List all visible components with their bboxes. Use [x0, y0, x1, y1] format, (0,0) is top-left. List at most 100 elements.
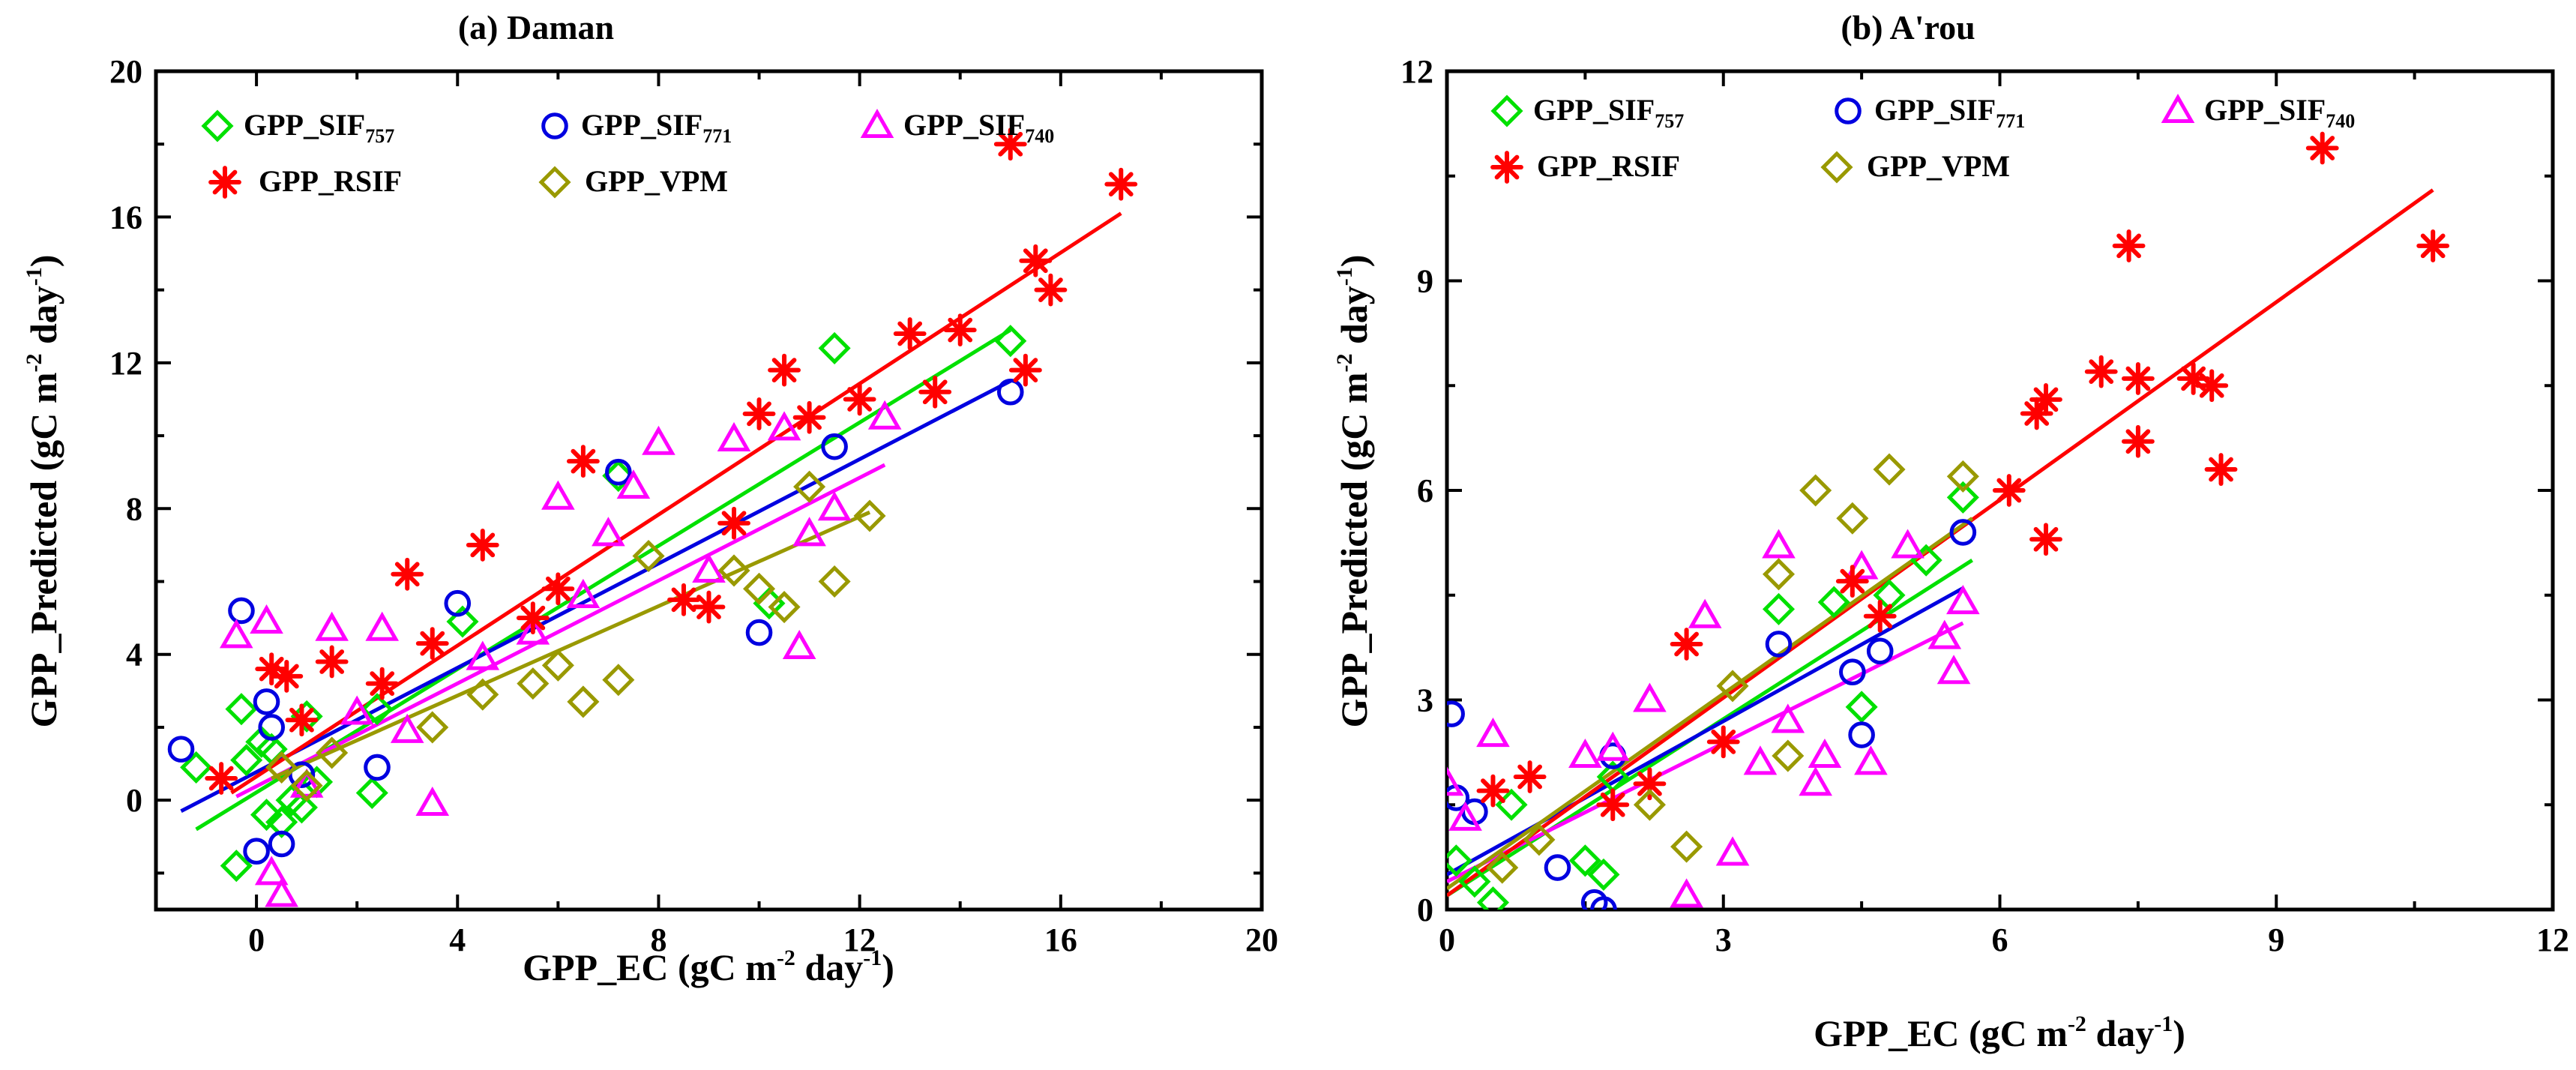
legend-marker — [538, 166, 571, 199]
point-gpp-rsif — [255, 652, 289, 686]
point-gpp-vpm — [1946, 460, 1979, 493]
point-gpp-rsif — [993, 127, 1027, 161]
point-gpp-sif-757 — [1762, 592, 1796, 625]
point-gpp-sif-771 — [1839, 658, 1866, 686]
point-gpp-sif-757 — [355, 776, 388, 809]
point-gpp-sif-740 — [289, 768, 324, 798]
point-gpp-sif-740 — [466, 640, 500, 670]
point-gpp-rsif — [792, 400, 826, 434]
legend-label: GPP_RSIF — [259, 164, 402, 198]
point-gpp-vpm — [717, 554, 750, 587]
legend-marker — [541, 112, 568, 139]
point-gpp-rsif — [1706, 725, 1740, 759]
y-tick-label: 9 — [1417, 263, 1433, 300]
x-tick-label: 6 — [1992, 922, 2008, 958]
point-gpp-rsif — [1835, 565, 1869, 598]
point-gpp-sif-757 — [1817, 586, 1850, 619]
point-gpp-sif-757 — [265, 805, 298, 838]
fit-line-gpp-sif-771 — [1447, 586, 1964, 877]
point-gpp-sif-740 — [1762, 529, 1796, 559]
point-gpp-sif-757 — [602, 460, 635, 493]
point-gpp-rsif — [516, 601, 550, 635]
point-gpp-sif-757 — [285, 791, 318, 824]
point-gpp-vpm — [1523, 823, 1556, 856]
x-tick-label: 9 — [2268, 922, 2284, 958]
point-gpp-rsif — [1019, 244, 1053, 277]
point-gpp-rsif — [768, 353, 801, 387]
point-gpp-rsif — [2029, 523, 2062, 556]
point-gpp-sif-740 — [1568, 738, 1602, 769]
point-gpp-vpm — [290, 769, 323, 802]
point-gpp-rsif — [1034, 273, 1068, 307]
fit-line-gpp-sif-740 — [235, 463, 886, 799]
point-gpp-rsif — [1476, 774, 1510, 808]
point-gpp-sif-740 — [592, 517, 625, 547]
point-gpp-sif-740 — [1670, 878, 1703, 908]
point-gpp-sif-771 — [1447, 700, 1465, 727]
panel-a-plot-frame — [154, 69, 1264, 912]
panel-b-ylabel: GPP_Predicted (gC m-2 day-1) — [1332, 255, 1375, 728]
point-gpp-sif-757 — [361, 693, 394, 726]
point-gpp-sif-740 — [1936, 655, 1971, 685]
legend-marker — [2161, 93, 2195, 123]
fit-line-gpp-sif-740 — [1447, 621, 1964, 883]
legend-marker — [1490, 94, 1523, 127]
y-tick-label: 0 — [126, 782, 142, 819]
point-gpp-vpm — [1486, 851, 1519, 884]
point-gpp-sif-740 — [250, 604, 283, 634]
panel-a-xlabel: GPP_EC (gC m-2 day-1) — [523, 946, 894, 988]
point-gpp-sif-740 — [415, 786, 450, 817]
point-gpp-rsif — [667, 583, 700, 616]
x-tick-label: 16 — [1044, 922, 1077, 958]
point-gpp-rsif — [566, 445, 600, 478]
point-gpp-sif-740 — [867, 400, 902, 430]
y-tick-label: 12 — [1400, 53, 1433, 90]
point-gpp-sif-740 — [1743, 745, 1778, 775]
panel-a-points — [167, 127, 1138, 907]
point-gpp-sif-771 — [1544, 854, 1571, 881]
fit-line-gpp-vpm — [1447, 517, 1974, 891]
point-gpp-sif-757 — [446, 605, 479, 638]
x-tick-label: 12 — [843, 922, 876, 958]
point-gpp-sif-740 — [566, 578, 601, 608]
point-gpp-sif-757 — [1458, 865, 1491, 898]
point-gpp-vpm — [466, 678, 499, 711]
point-gpp-rsif — [2029, 382, 2062, 416]
point-gpp-sif-740 — [1946, 585, 1980, 615]
point-gpp-sif-757 — [1587, 858, 1620, 891]
point-gpp-rsif — [1104, 167, 1138, 201]
point-gpp-sif-740 — [1799, 766, 1832, 796]
x-tick-label: 4 — [449, 922, 466, 958]
legend-label: GPP_SIF740 — [903, 108, 1054, 147]
point-gpp-sif-740 — [792, 517, 826, 547]
point-gpp-rsif — [391, 557, 424, 591]
point-gpp-sif-740 — [390, 713, 424, 743]
y-tick-label: 16 — [109, 199, 142, 235]
point-gpp-sif-740 — [642, 425, 675, 455]
point-gpp-rsif — [742, 397, 776, 430]
point-gpp-rsif — [2121, 424, 2155, 458]
point-gpp-vpm — [1799, 474, 1832, 507]
point-gpp-rsif — [2112, 229, 2146, 262]
point-gpp-vpm — [793, 470, 826, 503]
point-gpp-rsif — [1513, 760, 1547, 793]
point-gpp-sif-740 — [616, 469, 651, 499]
point-gpp-sif-740 — [254, 856, 289, 886]
point-gpp-rsif — [893, 317, 927, 350]
point-gpp-sif-757 — [1946, 481, 1979, 514]
legend-marker — [201, 109, 234, 142]
point-gpp-vpm — [1836, 502, 1869, 535]
point-gpp-sif-740 — [1715, 836, 1750, 866]
x-tick-label: 3 — [1715, 922, 1732, 958]
point-gpp-vpm — [1670, 830, 1703, 863]
point-gpp-sif-740 — [767, 411, 801, 441]
legend-label: GPP_VPM — [1867, 149, 2010, 183]
y-tick-label: 12 — [109, 345, 142, 382]
point-gpp-rsif — [717, 506, 750, 540]
point-gpp-vpm — [416, 711, 449, 744]
point-gpp-sif-771 — [364, 754, 391, 781]
point-gpp-sif-757 — [994, 325, 1027, 358]
